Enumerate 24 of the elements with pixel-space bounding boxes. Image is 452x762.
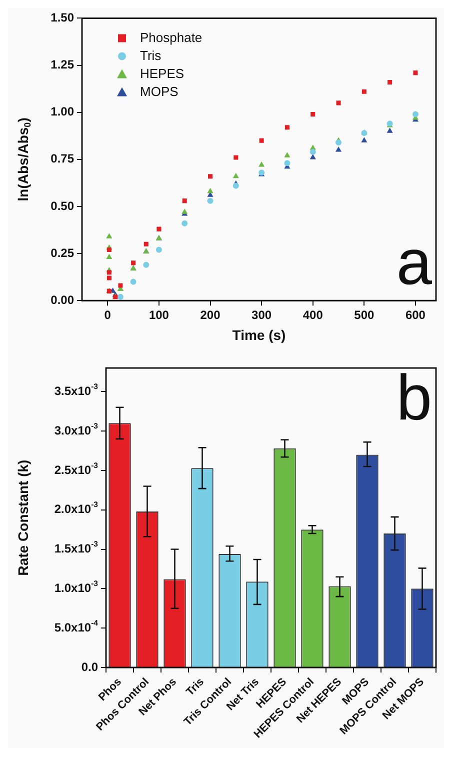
x-tick-label: 600 bbox=[405, 308, 426, 322]
legend-label: Tris bbox=[140, 48, 162, 63]
x-tick-label: 300 bbox=[252, 308, 272, 322]
annotation: a bbox=[396, 226, 432, 298]
x-tick-label: 100 bbox=[148, 308, 170, 322]
legend-label: HEPES bbox=[140, 66, 184, 81]
legend-label: Phosphate bbox=[140, 30, 202, 45]
x-tick-label: 500 bbox=[354, 308, 375, 322]
x-axis-title: Time (s) bbox=[232, 326, 286, 343]
y-tick-label: 1.25 bbox=[50, 58, 74, 72]
x-tick-label: 400 bbox=[302, 308, 324, 322]
legend-label: MOPS bbox=[140, 84, 179, 99]
y-tick-label: 1.50 bbox=[50, 10, 74, 25]
y-tick-label: 0.25 bbox=[50, 246, 74, 260]
y-tick-label: 0.00 bbox=[50, 292, 74, 307]
annotation: b bbox=[396, 362, 432, 434]
x-tick-label: 200 bbox=[200, 308, 221, 322]
x-tick-label: 0 bbox=[104, 308, 112, 322]
y-axis-title: Rate Constant (k) bbox=[14, 460, 31, 576]
y-axis-title: ln(Abs/Abs0) bbox=[14, 118, 33, 202]
y-tick-label: 0.75 bbox=[50, 152, 74, 166]
y-tick-label: 0.50 bbox=[50, 198, 74, 213]
y-tick-label: 1.00 bbox=[50, 104, 74, 119]
y-tick-label: 0.0 bbox=[81, 660, 98, 674]
